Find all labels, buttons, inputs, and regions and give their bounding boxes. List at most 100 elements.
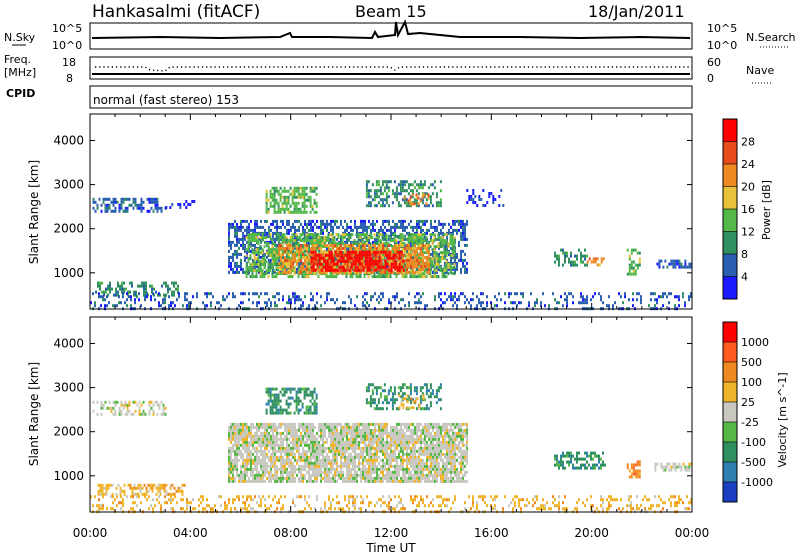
data-cell	[304, 498, 306, 502]
data-cell	[439, 239, 442, 243]
data-cell	[370, 247, 373, 251]
data-cell	[362, 253, 365, 257]
data-cell	[632, 304, 634, 308]
data-cell	[342, 247, 345, 251]
data-cell	[288, 244, 291, 248]
data-cell	[300, 261, 302, 265]
data-cell	[330, 250, 333, 254]
data-cell	[443, 266, 446, 270]
data-cell	[228, 434, 230, 438]
data-cell	[332, 265, 335, 269]
data-cell	[365, 192, 368, 196]
data-cell	[286, 262, 289, 266]
data-cell	[672, 265, 675, 269]
data-cell	[416, 301, 418, 305]
data-cell	[174, 304, 176, 308]
data-cell	[409, 183, 412, 187]
data-cell	[402, 256, 405, 260]
data-cell	[152, 197, 155, 201]
data-cell	[411, 275, 414, 279]
data-cell	[101, 489, 104, 493]
data-cell	[232, 270, 234, 274]
data-cell	[242, 301, 244, 305]
data-cell	[584, 504, 586, 508]
data-cell	[426, 228, 428, 232]
data-cell	[270, 301, 272, 305]
data-cell	[425, 239, 428, 243]
data-cell	[402, 225, 404, 229]
data-cell	[359, 248, 362, 252]
data-cell	[300, 298, 302, 302]
data-cell	[366, 301, 368, 305]
data-cell	[298, 495, 300, 499]
data-cell	[448, 231, 450, 235]
data-cell	[409, 233, 412, 237]
data-cell	[373, 195, 376, 199]
data-cell	[431, 242, 434, 246]
data-cell	[341, 236, 344, 240]
data-cell	[409, 204, 412, 208]
data-cell	[256, 258, 258, 262]
data-cell	[107, 287, 109, 291]
data-cell	[297, 192, 300, 196]
data-cell	[318, 225, 320, 229]
data-cell	[245, 254, 248, 258]
data-cell	[368, 219, 370, 223]
data-cell	[156, 206, 159, 210]
data-cell	[298, 259, 301, 263]
data-cell	[297, 207, 300, 211]
data-cell	[417, 233, 420, 237]
data-cell	[574, 263, 576, 267]
data-cell	[381, 180, 384, 184]
data-cell	[350, 259, 353, 263]
data-cell	[384, 250, 387, 254]
data-cell	[536, 298, 538, 302]
data-cell	[676, 295, 678, 299]
data-cell	[362, 301, 364, 305]
data-cell	[431, 183, 434, 187]
data-cell	[393, 195, 396, 199]
data-cell	[263, 266, 266, 270]
data-cell	[439, 204, 442, 208]
data-cell	[431, 263, 434, 267]
data-cell	[149, 486, 152, 490]
data-cell	[364, 298, 366, 302]
data-cell	[234, 225, 236, 229]
data-cell	[378, 498, 380, 502]
data-cell	[570, 251, 572, 255]
data-cell	[292, 240, 294, 244]
data-cell	[165, 284, 167, 288]
data-cell	[443, 272, 446, 276]
data-cell	[306, 250, 309, 254]
data-cell	[353, 242, 356, 246]
data-cell	[476, 295, 478, 299]
data-cell	[295, 233, 298, 237]
data-cell	[420, 247, 423, 251]
data-cell	[298, 228, 300, 232]
data-cell	[119, 489, 122, 493]
data-cell	[376, 268, 379, 272]
data-cell	[634, 248, 637, 252]
data-cell	[350, 265, 353, 269]
data-cell	[678, 262, 681, 266]
data-cell	[272, 222, 274, 226]
data-cell	[590, 298, 592, 302]
nave-ytick-bottom: 0	[707, 72, 714, 85]
data-cell	[354, 259, 357, 263]
data-cell	[141, 486, 144, 490]
data-cell	[594, 260, 597, 264]
data-cell	[364, 253, 367, 257]
data-cell	[290, 247, 293, 251]
data-cell	[402, 244, 405, 248]
data-cell	[176, 298, 178, 302]
data-cell	[602, 501, 604, 505]
data-cell	[504, 495, 506, 499]
data-cell	[265, 207, 268, 211]
data-cell	[165, 492, 168, 496]
data-cell	[164, 406, 167, 410]
data-cell	[433, 254, 436, 258]
data-cell	[273, 248, 276, 252]
data-cell	[314, 507, 316, 511]
data-cell	[411, 202, 414, 206]
data-cell	[514, 301, 516, 305]
